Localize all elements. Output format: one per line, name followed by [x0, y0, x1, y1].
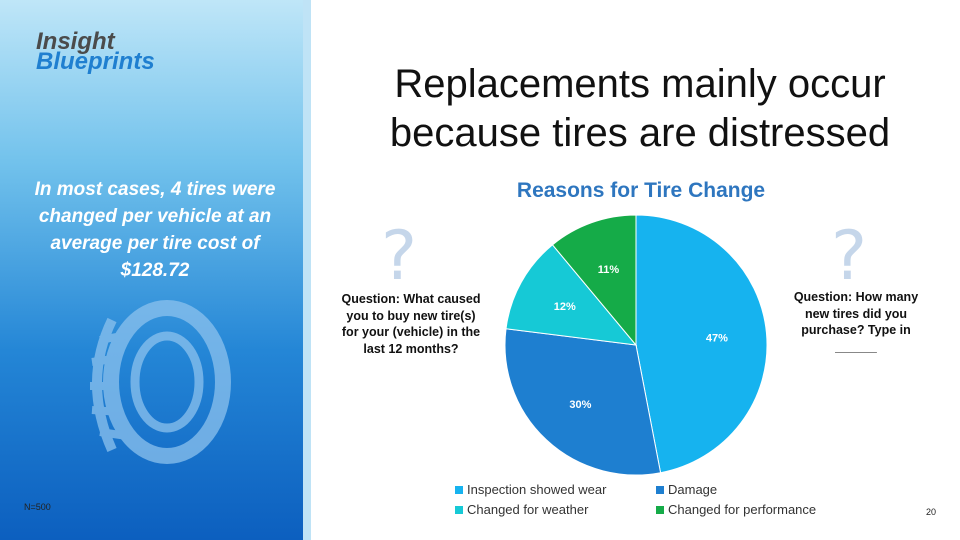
pie-data-label: 30% — [569, 399, 591, 411]
page-number: 20 — [926, 507, 937, 517]
legend-swatch — [656, 505, 664, 514]
pie-slice-weather — [505, 244, 638, 346]
pie-slice-damage — [504, 328, 662, 476]
legend-swatch — [455, 505, 463, 514]
sample-size-note: N=500 — [24, 502, 51, 512]
slide-title: Replacements mainly occur because tires … — [340, 60, 940, 158]
slide-title-line-2: because tires are distressed — [389, 111, 891, 155]
legend-item-damage: Damage — [656, 482, 717, 497]
legend-label: Inspection showed wear — [467, 482, 607, 497]
legend-label: Damage — [668, 482, 718, 497]
chart-title: Reasons for Tire Change — [516, 179, 766, 202]
survey-question-left: Question: What caused you to buy new tir… — [341, 292, 481, 356]
logo-text-insight: Insight — [36, 28, 115, 55]
legend-item-weather: Changed for weather — [455, 502, 588, 517]
question-mark-icon: ? — [831, 217, 868, 296]
pie-data-label: 11% — [598, 264, 620, 276]
tire-icon — [90, 300, 231, 464]
question-mark-icon: ? — [381, 217, 418, 296]
survey-question-right: Question: How many new tires did you pur… — [793, 290, 919, 354]
summary-stat-text: In most cases, 4 tires were changed per … — [34, 179, 276, 281]
left-panel-divider — [303, 0, 311, 540]
legend-label: Changed for weather — [467, 502, 589, 517]
legend-item-inspection: Inspection showed wear — [455, 482, 606, 497]
logo-text-blueprints: Blueprints — [36, 48, 155, 75]
legend-swatch — [656, 485, 664, 494]
pie-data-label: 47% — [706, 332, 728, 344]
pie-slice-performance — [551, 214, 637, 347]
slide-title-line-1: Replacements mainly occur — [394, 62, 886, 106]
legend-swatch — [455, 485, 463, 494]
pie-slice-inspection — [635, 214, 768, 474]
pie-data-label: 12% — [554, 301, 576, 313]
legend-item-performance: Changed for performance — [656, 502, 816, 517]
legend-label: Changed for performance — [668, 502, 817, 517]
